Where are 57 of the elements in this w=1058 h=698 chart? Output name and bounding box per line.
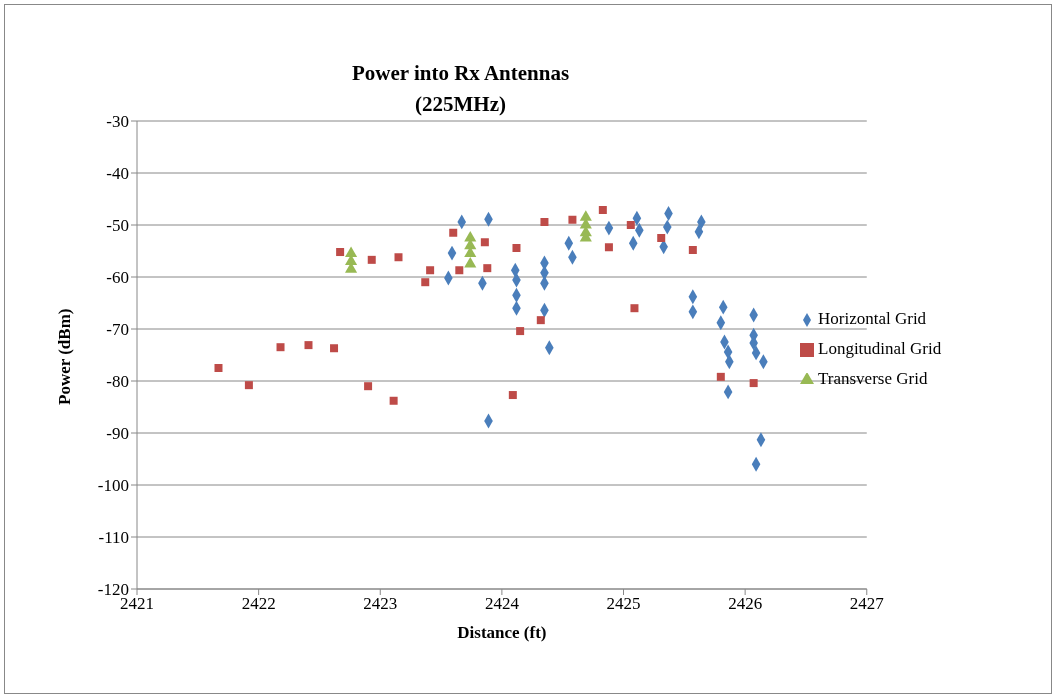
point — [508, 391, 517, 400]
legend-label: Horizontal Grid — [818, 309, 927, 328]
point — [426, 266, 435, 275]
point — [449, 228, 458, 237]
point — [394, 253, 403, 262]
point — [367, 255, 376, 264]
point — [480, 238, 489, 247]
point — [389, 396, 398, 405]
y-tick-label: -70 — [106, 320, 129, 340]
point — [421, 278, 430, 287]
y-tick-label: -100 — [97, 476, 129, 496]
y-tick-label: -50 — [106, 216, 129, 236]
y-tick-label: -60 — [106, 268, 129, 288]
point — [276, 343, 285, 352]
y-tick-label: -40 — [106, 164, 129, 184]
point — [330, 344, 339, 353]
y-axis-title: Power (dBm) — [55, 308, 75, 405]
point — [657, 234, 666, 242]
x-tick-label: 2422 — [241, 594, 276, 614]
x-tick-label: 2426 — [728, 594, 763, 614]
point — [516, 327, 525, 336]
point — [536, 316, 545, 325]
point — [364, 382, 373, 391]
point — [540, 217, 549, 226]
point — [244, 381, 253, 390]
y-tick-label: -90 — [106, 424, 129, 444]
x-tick-label: 2427 — [849, 594, 885, 614]
legend-label: Transverse Grid — [818, 369, 928, 388]
point — [598, 205, 607, 214]
point — [626, 221, 635, 229]
legend-label: Longitudinal Grid — [818, 339, 942, 358]
y-tick-label: -30 — [106, 112, 129, 132]
point — [579, 210, 592, 221]
point — [214, 364, 223, 372]
point — [512, 243, 521, 252]
point — [749, 379, 758, 388]
point — [336, 248, 345, 257]
point — [304, 341, 313, 350]
x-tick-label: 2423 — [363, 594, 398, 614]
x-tick-label: 2424 — [484, 594, 520, 614]
point — [464, 256, 477, 268]
y-tick-label: -110 — [98, 528, 129, 548]
point — [464, 230, 477, 242]
x-tick-label: 2425 — [606, 594, 641, 614]
point — [344, 246, 358, 258]
y-tick-label: -80 — [106, 372, 129, 392]
x-axis-title: Distance (ft) — [457, 623, 547, 642]
point — [455, 266, 464, 275]
point — [688, 245, 697, 254]
point — [604, 243, 613, 252]
point — [568, 215, 577, 224]
chart-subtitle: (225MHz) — [414, 91, 507, 118]
point — [716, 372, 725, 381]
x-tick-label: 2421 — [120, 594, 154, 614]
chart-title: Power into Rx Antennas — [350, 60, 571, 87]
point — [483, 264, 492, 273]
point — [630, 304, 639, 313]
